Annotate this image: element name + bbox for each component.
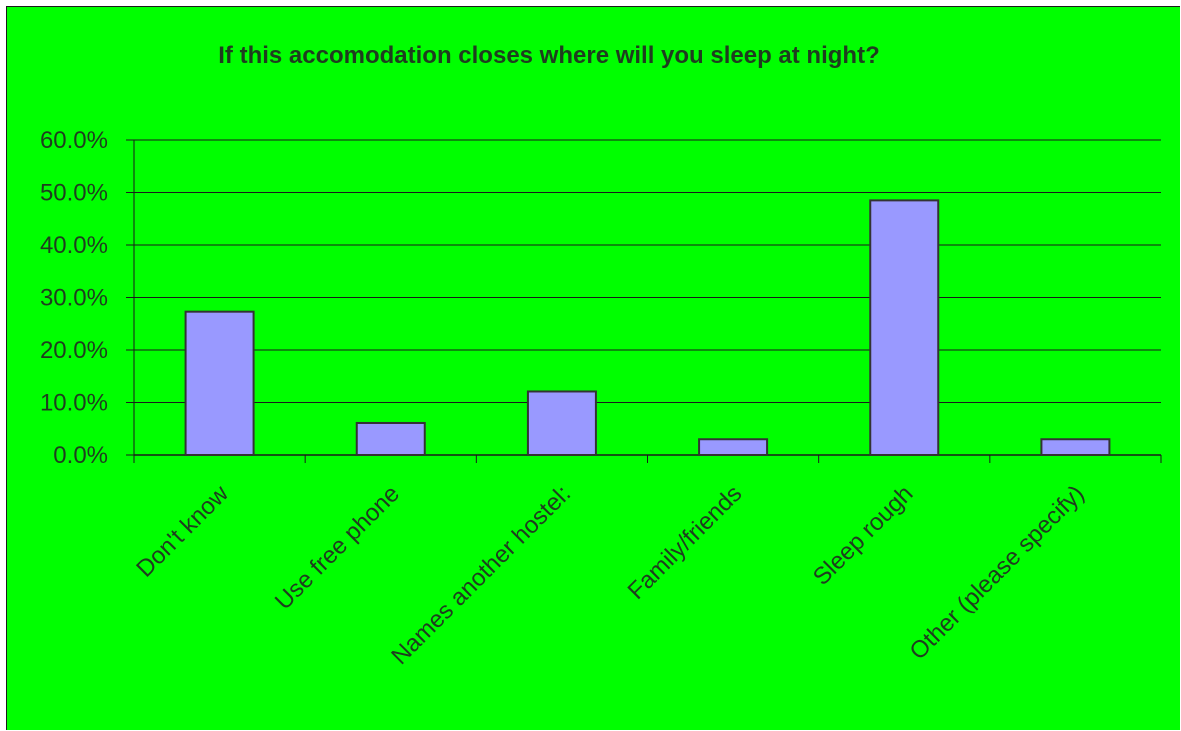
category-label: Don't know bbox=[131, 480, 234, 583]
chart-title: If this accomodation closes where will y… bbox=[218, 42, 879, 69]
gridlines bbox=[134, 139, 1161, 403]
y-tick-label: 60.0% bbox=[40, 127, 108, 154]
bar bbox=[526, 390, 597, 457]
y-tick-label: 20.0% bbox=[40, 337, 108, 364]
bar bbox=[184, 310, 255, 456]
bar bbox=[355, 421, 426, 457]
y-tick-label: 50.0% bbox=[40, 180, 108, 207]
category-label: Family/friends bbox=[623, 480, 748, 605]
category-label: Use free phone bbox=[270, 480, 405, 615]
category-label: Names another hostel: bbox=[386, 480, 576, 670]
y-tick-label: 40.0% bbox=[40, 232, 108, 259]
axes: 0.0% 10.0% 20.0% 30.0% 40.0% 50.0% 60.0% bbox=[40, 127, 1162, 469]
y-tick-label: 10.0% bbox=[40, 390, 108, 417]
category-label: Other (please specify) bbox=[905, 480, 1090, 665]
y-tick-label: 30.0% bbox=[40, 285, 108, 312]
category-label: Sleep rough bbox=[808, 480, 919, 591]
bar bbox=[869, 199, 940, 456]
y-tick-label: 0.0% bbox=[53, 442, 108, 469]
bar bbox=[698, 438, 769, 456]
bars bbox=[184, 199, 1111, 457]
bar bbox=[1040, 438, 1111, 456]
